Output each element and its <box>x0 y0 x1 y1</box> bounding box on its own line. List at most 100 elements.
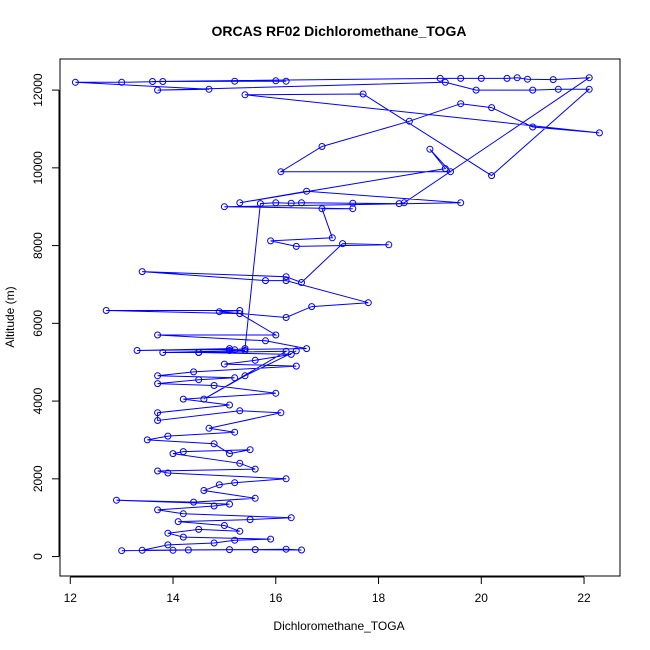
data-point <box>159 78 167 85</box>
data-point <box>179 510 187 518</box>
data-point <box>549 76 557 84</box>
data-point <box>71 78 79 86</box>
data-point <box>585 74 593 82</box>
data-point <box>154 86 162 94</box>
data-point <box>262 277 269 285</box>
data-point <box>256 200 264 208</box>
data-point <box>359 90 367 98</box>
data-point <box>441 78 449 86</box>
data-point <box>179 395 187 403</box>
x-axis-label: Dichloromethane_TOGA <box>273 619 404 633</box>
data-point <box>246 446 254 454</box>
data-point <box>405 117 413 125</box>
data-point <box>236 407 244 415</box>
data-point <box>236 310 244 318</box>
data-point <box>292 362 300 370</box>
x-tick-label: 14 <box>166 591 180 605</box>
chart-title: ORCAS RF02 Dichloromethane_TOGA <box>212 23 467 39</box>
data-point <box>241 91 249 99</box>
data-point <box>277 168 285 176</box>
data-point <box>251 356 259 364</box>
data-point <box>241 372 249 380</box>
data-point <box>226 500 233 508</box>
data-point <box>226 345 233 353</box>
data-point <box>457 74 465 82</box>
data-point <box>426 145 434 153</box>
data-point <box>231 77 239 85</box>
data-point <box>292 242 300 250</box>
data-point <box>241 347 249 354</box>
series-layer <box>71 74 603 555</box>
data-point <box>529 123 537 131</box>
x-tick-label: 16 <box>269 591 283 605</box>
data-point <box>226 401 233 409</box>
data-point <box>154 467 162 475</box>
y-axis-label: Altitude (m) <box>3 286 17 347</box>
data-point <box>184 546 192 554</box>
data-point <box>503 74 511 82</box>
data-point <box>159 349 167 356</box>
data-point <box>262 337 269 345</box>
y-tick-label: 6000 <box>31 310 45 337</box>
data-point <box>169 546 177 554</box>
data-point <box>303 345 311 353</box>
data-point <box>226 450 233 458</box>
data-point <box>298 546 305 554</box>
data-point <box>154 409 162 417</box>
data-point <box>179 533 187 541</box>
data-point <box>200 395 208 403</box>
data-point <box>287 350 295 358</box>
data-point <box>282 277 290 285</box>
data-point <box>179 448 187 456</box>
data-point <box>282 273 290 281</box>
data-point <box>226 347 233 354</box>
data-point <box>272 389 280 397</box>
data-point <box>364 299 372 307</box>
data-point <box>277 409 285 417</box>
data-point <box>226 546 233 554</box>
data-point <box>287 514 295 522</box>
data-point <box>298 199 305 207</box>
data-point <box>349 199 357 207</box>
data-point <box>236 199 244 207</box>
data-point <box>529 86 537 94</box>
data-point <box>231 428 239 436</box>
data-point <box>143 436 151 444</box>
data-point <box>195 376 203 384</box>
y-tick-label: 10000 <box>31 151 45 185</box>
x-tick-label: 20 <box>475 591 489 605</box>
data-point <box>308 303 316 311</box>
data-point <box>267 237 275 245</box>
data-point <box>154 372 162 380</box>
x-tick-label: 12 <box>64 591 78 605</box>
data-point <box>318 205 326 213</box>
data-point <box>164 541 172 549</box>
data-point <box>488 104 496 112</box>
data-point <box>282 347 290 355</box>
data-point <box>236 459 244 467</box>
data-point <box>251 465 259 473</box>
data-point <box>282 314 290 321</box>
data-point <box>554 85 562 93</box>
data-point <box>113 496 120 504</box>
data-point <box>339 240 347 248</box>
y-axis: 0 2000 4000 6000 8000 10000 12000 <box>31 73 60 560</box>
data-point <box>328 234 336 242</box>
data-point <box>220 360 228 368</box>
data-point <box>447 168 454 176</box>
data-point <box>154 331 162 339</box>
data-point <box>282 475 290 483</box>
data-point <box>205 424 213 432</box>
data-point <box>195 525 203 533</box>
data-point <box>133 347 141 354</box>
data-point <box>595 129 603 137</box>
data-point <box>215 308 223 316</box>
data-point <box>154 417 162 424</box>
data-point <box>385 241 393 249</box>
data-point <box>400 199 408 207</box>
data-point <box>441 165 449 173</box>
data-point <box>287 199 295 207</box>
data-point <box>292 347 300 355</box>
data-point <box>102 307 110 314</box>
